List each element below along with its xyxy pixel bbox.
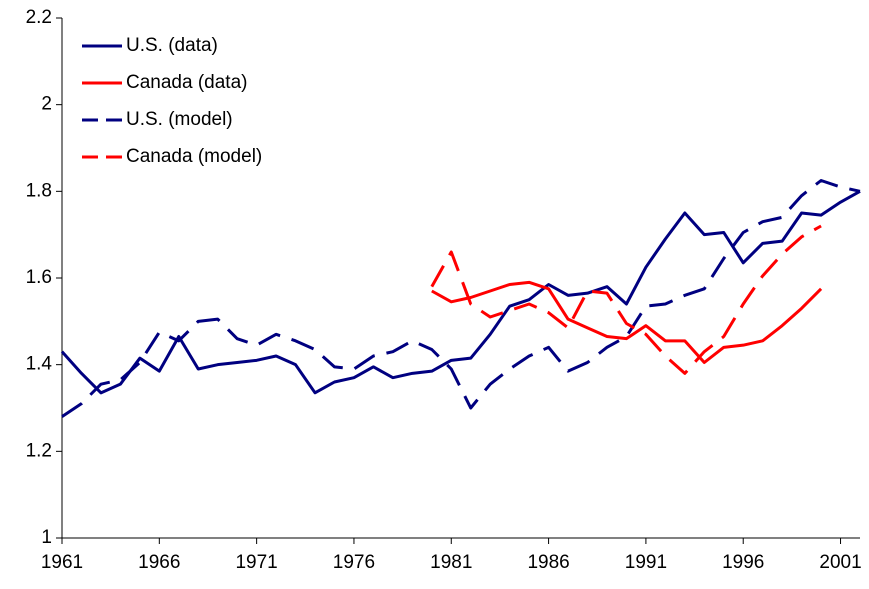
y-tick-label: 1.6 <box>26 267 52 288</box>
x-tick-label: 1996 <box>722 552 764 573</box>
y-tick-label: 2 <box>41 94 52 115</box>
legend-label: U.S. (data) <box>126 35 218 56</box>
series-line <box>60 190 861 395</box>
x-tick-label: 2001 <box>819 552 861 573</box>
x-tick-label: 1986 <box>527 552 569 573</box>
series-line <box>430 224 822 375</box>
x-tick-label: 1966 <box>138 552 180 573</box>
y-tick-label: 1 <box>41 527 52 548</box>
series-line <box>431 280 823 364</box>
y-tick-label: 1.2 <box>26 440 52 461</box>
x-tick-label: 1961 <box>41 552 83 573</box>
x-tick-label: 1976 <box>333 552 375 573</box>
x-tick-label: 1971 <box>235 552 277 573</box>
x-tick-label: 1981 <box>430 552 472 573</box>
y-tick-label: 1.8 <box>26 180 52 201</box>
legend-label: Canada (data) <box>126 72 247 93</box>
legend-label: Canada (model) <box>126 146 262 167</box>
x-tick-label: 1991 <box>625 552 667 573</box>
legend-label: U.S. (model) <box>126 109 233 130</box>
y-tick-label: 2.2 <box>26 7 52 28</box>
y-tick-label: 1.4 <box>26 354 53 375</box>
